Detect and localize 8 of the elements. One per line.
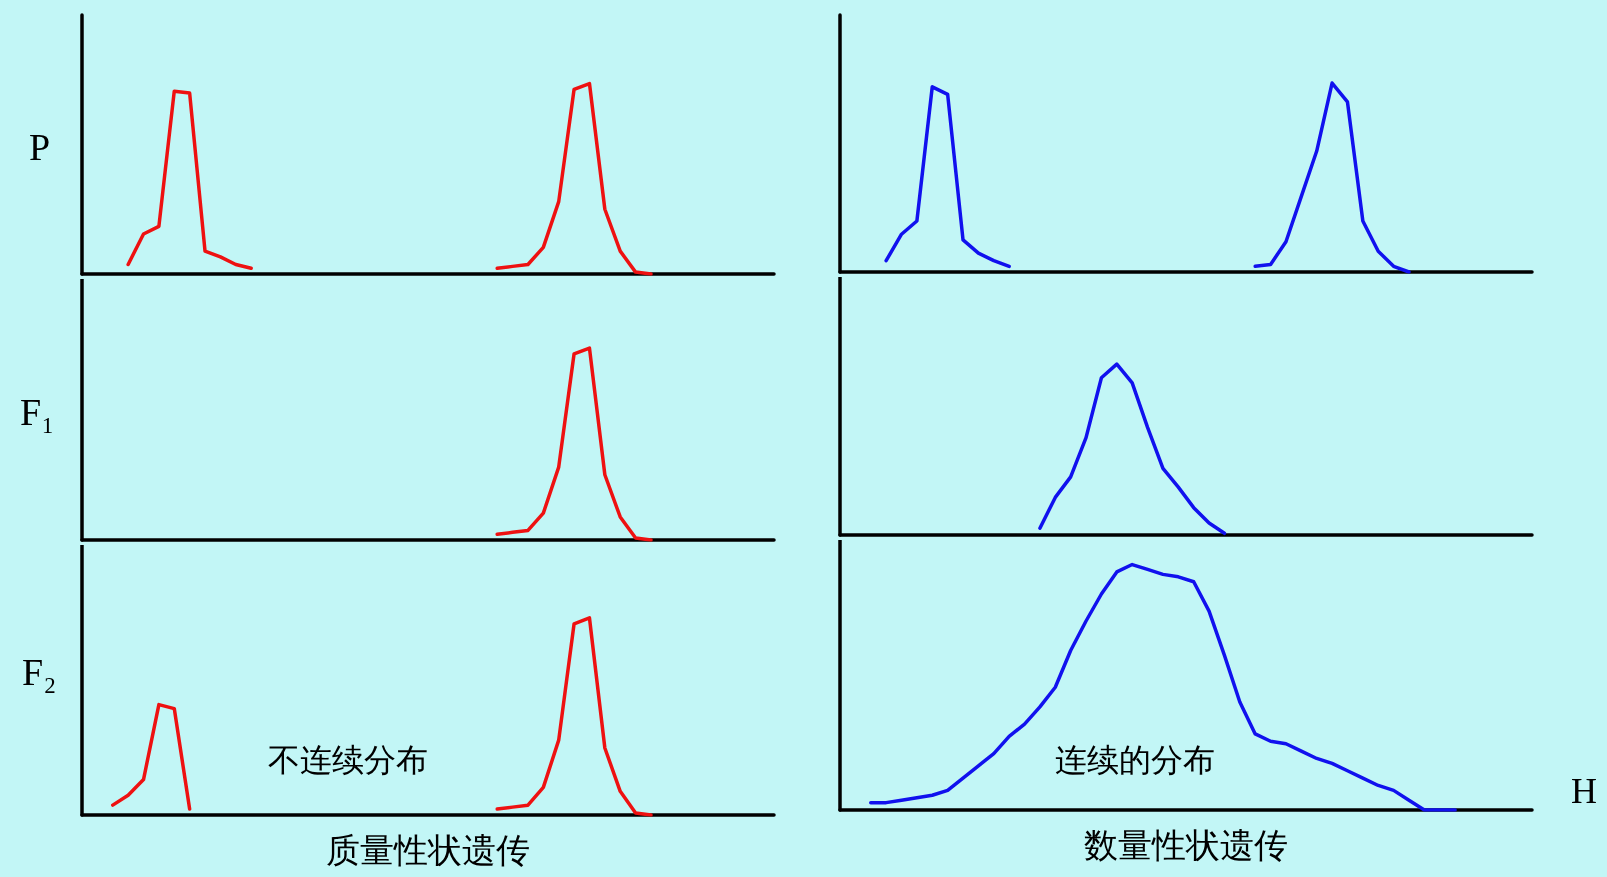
annotation: 不连续分布	[268, 741, 428, 779]
y-axis-title: F₁	[20, 391, 55, 433]
y-axis-title: P	[29, 126, 51, 168]
y-axis-title: F₂	[22, 651, 57, 693]
x-axis-title: 质量性状遗传	[326, 830, 530, 870]
x-axis-title: 数量性状遗传	[1084, 825, 1288, 865]
annotation: 连续的分布	[1055, 741, 1215, 779]
text: H	[1571, 771, 1597, 811]
